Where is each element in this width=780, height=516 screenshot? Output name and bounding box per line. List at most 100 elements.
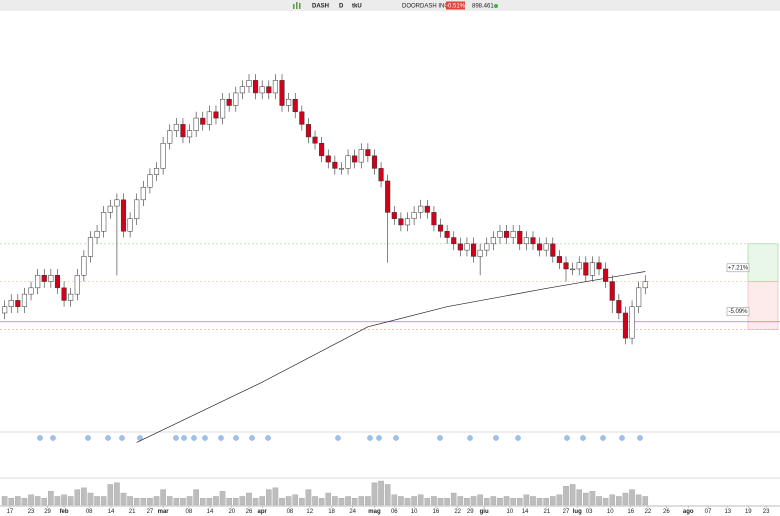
candle-body <box>114 199 120 207</box>
candle-body <box>556 256 562 263</box>
volume-bar <box>213 496 219 506</box>
candle-body <box>411 212 417 219</box>
volume-bar <box>299 497 305 506</box>
volume-bar <box>536 497 543 506</box>
volume-bar <box>127 496 133 506</box>
candle-body <box>74 275 80 295</box>
volume-bar <box>609 494 616 506</box>
target-zone <box>747 243 779 282</box>
volume-bar <box>246 492 252 506</box>
x-tick-label: lug <box>573 509 582 515</box>
x-tick-label: 22 <box>454 509 461 515</box>
volume-bar <box>457 496 464 506</box>
toolbar <box>0 0 780 11</box>
volume-bar <box>48 491 54 506</box>
candle-body <box>180 124 186 138</box>
x-tick-label: 23 <box>28 509 35 515</box>
x-tick-label: 19 <box>745 509 752 515</box>
candle-body <box>497 231 503 238</box>
volume-bar <box>232 497 239 506</box>
volume-bar <box>596 496 602 506</box>
x-tick-label: 14 <box>522 509 529 515</box>
volume-bar <box>569 484 576 506</box>
volume-bar <box>530 496 536 506</box>
volume-bar <box>94 496 100 506</box>
volume-bar <box>338 497 345 506</box>
volume-bar <box>563 485 569 506</box>
x-tick-label: 20 <box>228 509 235 515</box>
volume-bar <box>470 496 477 506</box>
volume-bar <box>622 492 629 506</box>
volume-bar <box>417 494 424 506</box>
candle-body <box>470 243 477 257</box>
x-tick-label: 26 <box>246 509 253 515</box>
x-tick-label: feb <box>60 509 69 515</box>
status-dot <box>494 4 498 8</box>
x-tick-label: 27 <box>563 509 570 515</box>
volume-bar <box>120 492 127 506</box>
x-tick-label: 12 <box>306 509 313 515</box>
volume-bar <box>365 496 371 506</box>
candle-body <box>622 312 629 339</box>
candle-body <box>543 243 549 251</box>
candle-body <box>642 281 648 289</box>
volume-bar <box>318 497 325 506</box>
candle-body <box>239 86 245 94</box>
x-tick-label: 17 <box>7 509 14 515</box>
x-tick-label: mar <box>158 509 170 515</box>
candle-body <box>35 275 41 289</box>
candle-body <box>173 124 179 131</box>
candle-body <box>391 212 397 219</box>
candle-body <box>193 117 199 131</box>
volume-bar <box>21 497 28 506</box>
volume-bar <box>160 489 166 506</box>
candle-body <box>319 142 325 157</box>
candle-body <box>550 243 556 257</box>
candle-body <box>120 199 127 232</box>
volume-bar <box>543 497 549 506</box>
candle-body <box>153 168 160 175</box>
volume-bar <box>292 494 299 506</box>
volume-bar <box>279 497 285 506</box>
volume-bar <box>8 497 15 506</box>
volume-bar <box>351 497 358 506</box>
stop-label-box <box>726 307 750 316</box>
candle-body <box>54 275 61 289</box>
candle-body <box>583 262 589 276</box>
volume-bar <box>391 494 398 506</box>
x-tick-label: 08 <box>186 509 193 515</box>
interval[interactable]: D <box>339 4 344 10</box>
volume-bar <box>305 489 312 506</box>
volume-bar <box>193 489 199 506</box>
volume-bar <box>550 496 556 506</box>
volume-bar <box>147 497 153 506</box>
candle-body <box>371 155 378 169</box>
volume-bar <box>173 497 180 506</box>
candle-body <box>338 168 345 170</box>
volume-bar <box>252 497 259 506</box>
candle-body <box>107 205 113 213</box>
volume-bar <box>602 497 609 506</box>
candle-body <box>226 98 232 106</box>
x-tick-label: 21 <box>544 509 551 515</box>
symbol[interactable]: DASH <box>312 4 329 10</box>
volume-bar <box>180 497 186 506</box>
candle-body <box>523 237 529 245</box>
volume-bar <box>226 497 232 506</box>
x-tick-label: 23 <box>763 509 770 515</box>
candle-body <box>134 199 140 219</box>
volume-bar <box>325 492 332 506</box>
company-name: DOORDASH INC. <box>402 4 451 10</box>
candle-body <box>279 80 285 106</box>
x-tick-label: 21 <box>129 509 136 515</box>
candle-body <box>576 262 582 270</box>
candle-body <box>312 136 318 144</box>
volume-bar <box>523 494 530 506</box>
candle-body <box>517 231 523 245</box>
volume-total: 898.461 <box>472 4 494 10</box>
mode[interactable]: tkU <box>352 4 362 10</box>
volume-bar <box>371 482 378 506</box>
candle-body <box>609 281 615 301</box>
volume-bar <box>503 496 510 506</box>
x-tick-label: apr <box>258 509 268 515</box>
